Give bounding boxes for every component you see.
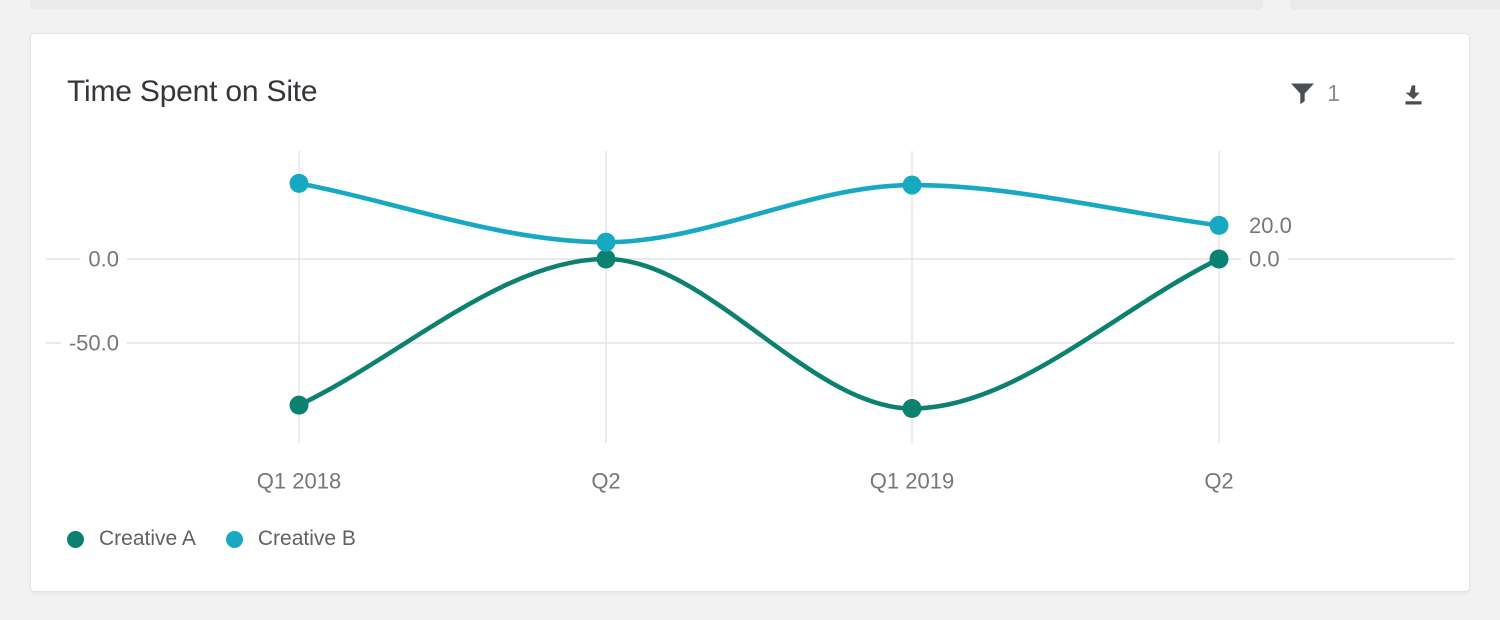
filter-button[interactable]: 1 — [1291, 80, 1340, 107]
label-halo — [1241, 210, 1300, 242]
axis-label: Q1 2019 — [870, 469, 954, 494]
axis-label: 0.0 — [88, 247, 119, 272]
axis-label: 0.0 — [1249, 247, 1280, 272]
chart-title: Time Spent on Site — [67, 75, 318, 108]
download-button[interactable] — [1402, 82, 1425, 106]
data-point[interactable] — [289, 395, 309, 415]
label-halo — [80, 243, 127, 275]
series-line-creative-a[interactable] — [296, 256, 1222, 411]
chart-canvas: 0.0 -50.0 Q1 2018 Q2 Q1 2019 Q2 0.0 20.0 — [46, 151, 1455, 494]
data-point[interactable] — [596, 249, 616, 269]
funnel-icon — [1291, 82, 1315, 105]
download-icon — [1402, 82, 1425, 106]
axis-label: 20.0 — [1249, 213, 1292, 238]
filter-count-badge: 1 — [1327, 80, 1340, 106]
legend-label: Creative B — [257, 527, 356, 550]
legend-item-creative-a[interactable]: Creative A — [67, 527, 196, 551]
axis-label: -50.0 — [69, 331, 119, 356]
axis-label: Q1 2018 — [257, 469, 341, 494]
legend-dot-creative-b — [225, 530, 243, 548]
chart-legend: Creative A Creative B — [67, 527, 356, 551]
data-point[interactable] — [1209, 249, 1229, 269]
data-point[interactable] — [289, 173, 309, 193]
data-point[interactable] — [596, 232, 616, 252]
chart-card: Time Spent on Site 1 0.0 -50.0 Q1 2018 Q2 Q1… — [30, 33, 1470, 592]
top-card-remnant-left — [30, 0, 1263, 9]
label-halo — [60, 327, 127, 359]
label-halo — [1241, 243, 1288, 275]
axis-label: Q2 — [1204, 469, 1233, 494]
card-header-actions: 1 — [1291, 80, 1425, 107]
legend-label: Creative A — [99, 527, 196, 550]
axis-label: Q2 — [591, 469, 620, 494]
series-line-creative-b[interactable] — [296, 181, 1222, 245]
top-card-remnant-right — [1290, 0, 1500, 9]
legend-dot-creative-a — [67, 530, 84, 548]
legend-item-creative-b[interactable]: Creative B — [225, 527, 356, 551]
data-point[interactable] — [902, 175, 922, 195]
data-point[interactable] — [902, 399, 922, 419]
data-point[interactable] — [1209, 215, 1229, 235]
